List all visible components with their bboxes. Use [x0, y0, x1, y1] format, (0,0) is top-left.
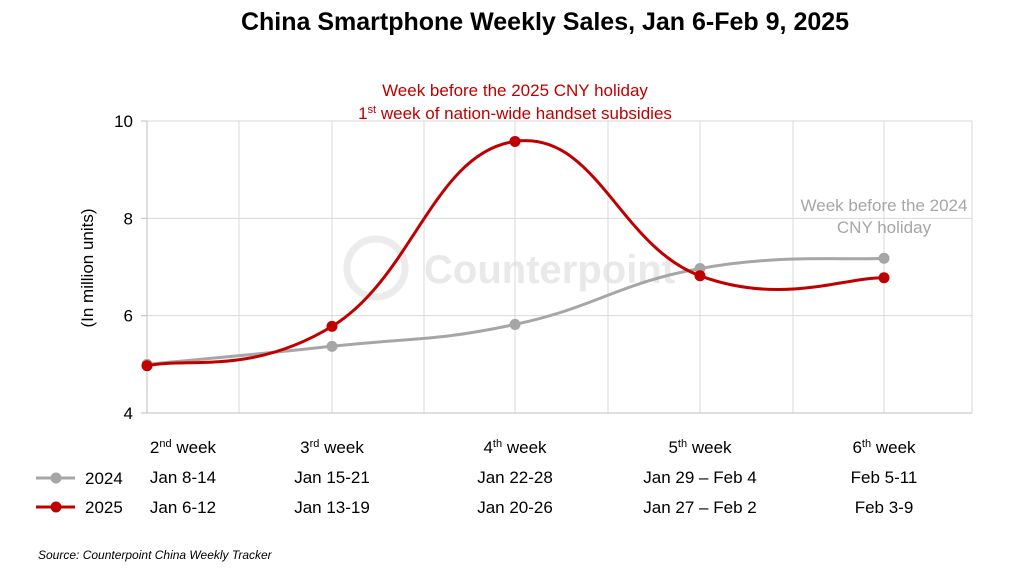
y-tick-label: 10	[114, 112, 133, 131]
point-2025-3	[694, 270, 706, 282]
x-tick-label: 5th week	[668, 438, 732, 457]
date-label-2025: Jan 27 – Feb 2	[643, 498, 756, 517]
y-tick-label: 4	[124, 404, 133, 423]
point-2025-2	[509, 135, 521, 147]
date-label-2024: Jan 15-21	[294, 468, 370, 487]
watermark-logo	[343, 235, 409, 301]
legend-marker-2025	[50, 501, 62, 513]
series-lines	[141, 135, 890, 372]
x-tick-label: 4th week	[483, 438, 547, 457]
x-tick-label: 2nd week	[150, 438, 217, 457]
date-label-2025: Feb 3-9	[855, 498, 914, 517]
legend-label-2024: 2024	[85, 469, 123, 488]
annotations: Week before the 2025 CNY holiday 1st week…	[358, 81, 967, 237]
annotation-2024-line2: CNY holiday	[837, 218, 932, 237]
date-label-2025: Jan 13-19	[294, 498, 370, 517]
point-2024-1	[326, 340, 338, 352]
legend: 2024 2025	[36, 469, 123, 517]
annotation-2024-line1: Week before the 2024	[801, 196, 968, 215]
x-tick-label: 3rd week	[300, 438, 364, 457]
date-label-2025: Jan 20-26	[477, 498, 553, 517]
annotation-2025-line1: Week before the 2025 CNY holiday	[382, 81, 648, 100]
source-note: Source: Counterpoint China Weekly Tracke…	[38, 548, 273, 562]
date-label-2024: Jan 22-28	[477, 468, 553, 487]
date-label-2024: Feb 5-11	[851, 468, 918, 487]
point-2025-4	[878, 272, 890, 284]
chart-title: China Smartphone Weekly Sales, Jan 6-Feb…	[241, 8, 849, 36]
point-2025-1	[326, 320, 338, 332]
x-axis-categories: 2nd week Jan 8-14 Jan 6-12 3rd week Jan 15-2…	[150, 438, 917, 517]
y-axis-label: (In million units)	[78, 208, 97, 327]
legend-marker-2024	[50, 472, 62, 484]
date-label-2025: Jan 6-12	[150, 498, 216, 517]
annotation-2025-line2: 1st week of nation-wide handset subsidie…	[358, 104, 672, 123]
point-2025-0	[141, 360, 153, 372]
point-2024-2	[509, 318, 521, 330]
x-tick-label: 6th week	[852, 438, 916, 457]
y-tick-label: 8	[124, 209, 133, 228]
date-label-2024: Jan 8-14	[150, 468, 216, 487]
grid	[147, 120, 973, 414]
legend-label-2025: 2025	[85, 498, 123, 517]
point-2024-4	[878, 252, 890, 264]
date-label-2024: Jan 29 – Feb 4	[643, 468, 756, 487]
y-tick-label: 6	[124, 307, 133, 326]
y-axis: 4 6 8 10	[114, 112, 148, 423]
